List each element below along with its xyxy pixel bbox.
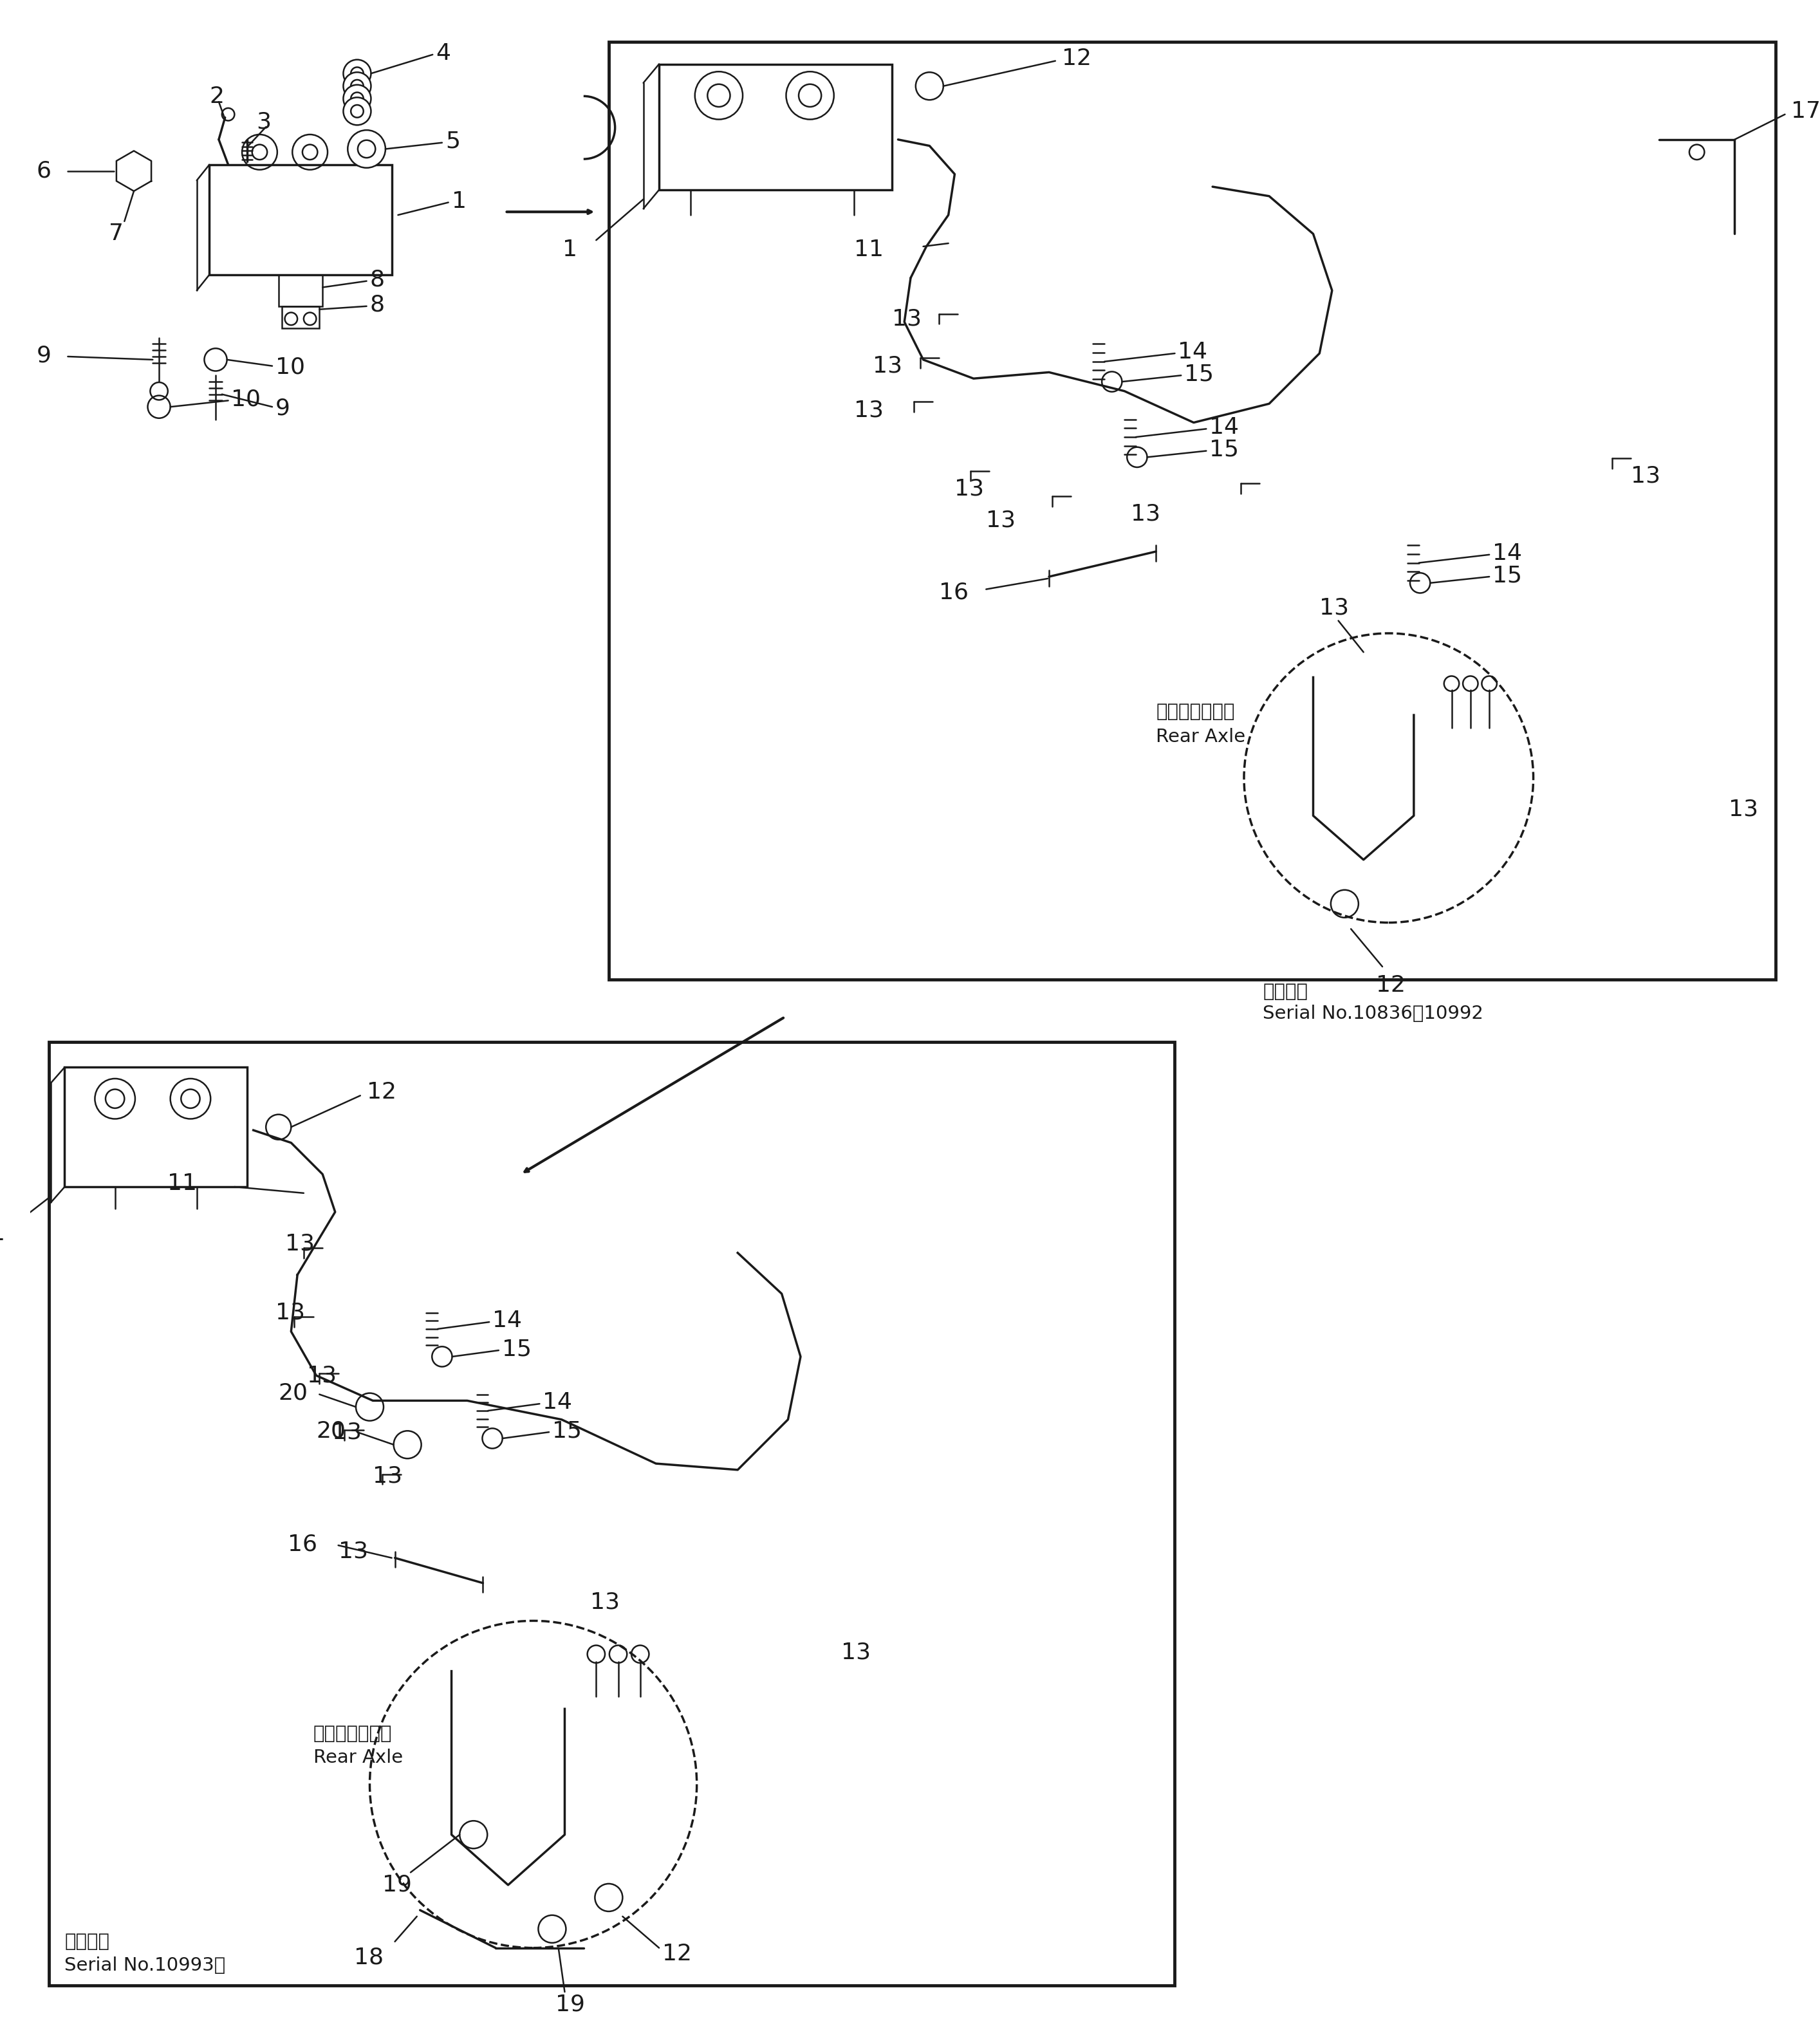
Text: 4: 4 (435, 43, 451, 63)
Text: 12: 12 (662, 1944, 692, 1964)
Text: 13: 13 (275, 1302, 306, 1325)
Text: 15: 15 (502, 1339, 531, 1359)
Text: 13: 13 (854, 399, 885, 421)
Bar (49, 1042, 1176, 1985)
Text: 15: 15 (1210, 439, 1239, 460)
Text: 16: 16 (288, 1533, 317, 1555)
Text: 13: 13 (590, 1590, 619, 1613)
Text: 12: 12 (1061, 47, 1092, 69)
Text: 20: 20 (278, 1382, 308, 1404)
Bar (278, 274, 322, 307)
Text: Serial No.10993～: Serial No.10993～ (66, 1956, 226, 1975)
Text: Rear Axle: Rear Axle (313, 1750, 402, 1766)
Text: 13: 13 (956, 478, 985, 499)
Circle shape (344, 59, 371, 88)
Text: 15: 15 (1185, 364, 1214, 384)
Text: 15: 15 (551, 1421, 582, 1441)
Text: 1: 1 (562, 239, 577, 260)
Circle shape (348, 131, 386, 168)
Text: 9: 9 (275, 397, 289, 419)
Circle shape (344, 98, 371, 125)
Text: 13: 13 (1319, 597, 1349, 619)
Text: 10: 10 (231, 388, 260, 411)
Text: 12: 12 (1376, 975, 1405, 997)
Text: 13: 13 (874, 356, 903, 376)
Text: 13: 13 (331, 1421, 362, 1443)
Text: 14: 14 (1178, 341, 1207, 364)
Text: 1: 1 (0, 1222, 5, 1245)
Text: リヤーアクスル: リヤーアクスル (313, 1725, 391, 1744)
Text: 12: 12 (366, 1081, 397, 1104)
Text: 14: 14 (1492, 542, 1522, 564)
Text: 13: 13 (892, 309, 921, 329)
Text: 5: 5 (446, 131, 460, 153)
Bar (282, 307, 318, 329)
Text: 1: 1 (451, 190, 466, 213)
Text: 13: 13 (1130, 503, 1161, 525)
Text: 8: 8 (369, 270, 384, 290)
Bar (608, 43, 1776, 979)
Bar (209, 166, 391, 274)
Text: 15: 15 (1492, 564, 1522, 587)
Text: 13: 13 (1729, 799, 1758, 820)
Text: 2: 2 (209, 86, 224, 108)
Text: 13: 13 (284, 1233, 315, 1255)
Text: 11: 11 (854, 239, 885, 260)
Text: 7: 7 (109, 223, 124, 245)
Text: 19: 19 (382, 1874, 411, 1897)
Bar (659, 63, 892, 190)
Text: 17: 17 (1791, 100, 1820, 123)
Text: 適用号機: 適用号機 (1263, 983, 1309, 1002)
Circle shape (344, 72, 371, 100)
Text: 8: 8 (369, 294, 384, 317)
Text: Serial No.10836～10992: Serial No.10836～10992 (1263, 1006, 1483, 1022)
Bar (66, 1067, 248, 1188)
Text: 11: 11 (167, 1173, 197, 1194)
Text: 14: 14 (542, 1392, 571, 1414)
Text: リヤーアクスル: リヤーアクスル (1156, 703, 1234, 722)
Text: 適用号機: 適用号機 (66, 1932, 109, 1950)
Text: Rear Axle: Rear Axle (1156, 728, 1245, 746)
Text: 16: 16 (939, 580, 968, 603)
Text: 13: 13 (339, 1541, 368, 1562)
Text: 3: 3 (257, 110, 271, 133)
Text: 10: 10 (275, 356, 306, 378)
Text: 20: 20 (317, 1421, 346, 1441)
Text: 14: 14 (493, 1310, 522, 1333)
Text: 18: 18 (355, 1946, 384, 1968)
Text: 14: 14 (1210, 417, 1239, 439)
Text: 13: 13 (841, 1641, 872, 1664)
Text: 13: 13 (1631, 466, 1660, 486)
Text: 6: 6 (36, 159, 51, 182)
Circle shape (344, 84, 371, 112)
Text: 19: 19 (555, 1993, 584, 2015)
Text: 13: 13 (308, 1365, 337, 1386)
Text: 9: 9 (36, 343, 51, 366)
Text: 13: 13 (986, 509, 1016, 531)
Text: 13: 13 (373, 1466, 402, 1488)
